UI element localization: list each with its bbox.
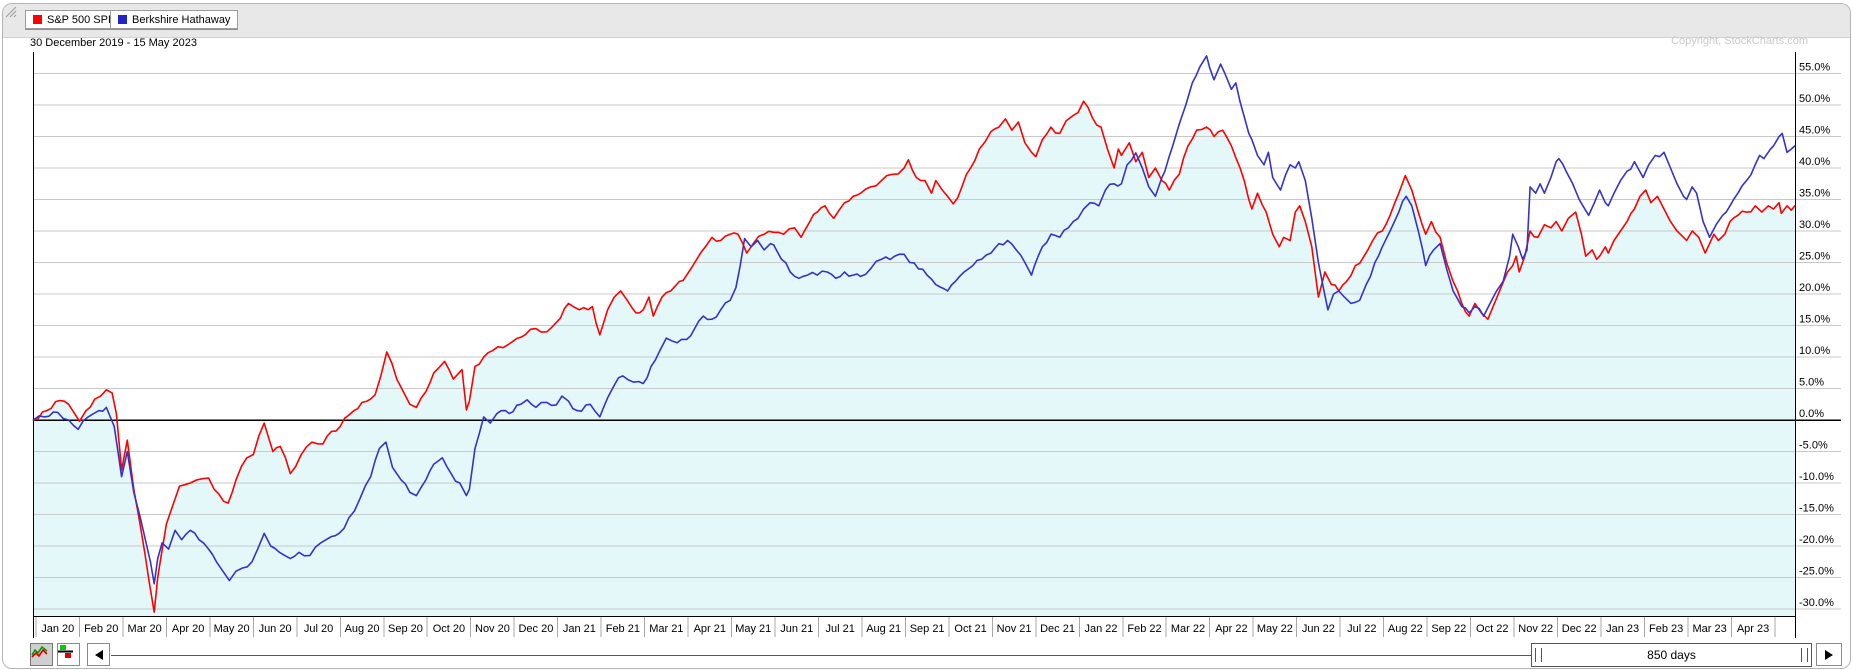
line-chart-mode-icon [31,645,48,658]
x-axis-label: Dec 20 [518,623,553,635]
y-axis-label: -25.0% [1799,566,1834,578]
x-axis-label: Jun 20 [259,623,292,635]
x-axis-label: Feb 23 [1649,623,1683,635]
range-slider-track[interactable] [111,655,1531,656]
area-fill-under-sp500 [33,101,1795,616]
x-axis-label: Sep 22 [1431,623,1466,635]
x-axis-label: Apr 22 [1215,623,1247,635]
legend-item-sp500[interactable]: S&P 500 SPDRs [25,10,138,29]
x-axis-label: Aug 21 [866,623,901,635]
line-chart-mode-button[interactable] [30,643,53,666]
y-axis-label: -5.0% [1799,440,1828,452]
x-axis-label: Jun 21 [780,623,813,635]
left-arrow-icon [94,649,103,660]
x-axis-label: Mar 22 [1171,623,1205,635]
range-slider[interactable]: 850 days [1531,643,1812,667]
x-axis-label: Oct 21 [954,623,986,635]
x-axis-label: Sep 20 [388,623,423,635]
range-slider-left-handle[interactable] [1535,648,1542,662]
scroll-left-button[interactable] [87,643,110,666]
header-band: S&P 500 SPDRs Berkshire Hathaway [3,4,1850,38]
x-axis-label: Jan 23 [1606,623,1639,635]
resize-grip[interactable] [3,4,17,18]
x-axis-label: Feb 22 [1127,623,1161,635]
y-axis-label: 45.0% [1799,125,1830,137]
x-axis-label: May 20 [214,623,250,635]
x-axis-label: Jun 22 [1302,623,1335,635]
y-axis-label: -20.0% [1799,534,1834,546]
x-axis-label: Dec 22 [1562,623,1597,635]
x-axis-label: May 22 [1257,623,1293,635]
y-axis-label: 55.0% [1799,62,1830,74]
x-axis-label: Mar 23 [1692,623,1726,635]
y-axis-label: 5.0% [1799,377,1824,389]
y-axis-label: 35.0% [1799,188,1830,200]
y-axis-label: 40.0% [1799,156,1830,168]
x-axis-label: Apr 21 [694,623,726,635]
x-axis-label: Feb 20 [84,623,118,635]
copyright-label: Copyright, StockCharts.com [1671,35,1808,47]
x-axis-label: Jan 21 [563,623,596,635]
x-axis-label: Apr 23 [1737,623,1769,635]
legend-label-sp500: S&P 500 SPDRs [47,13,130,26]
x-axis-label: Nov 21 [997,623,1032,635]
x-axis-label: Dec 21 [1040,623,1075,635]
series-line-berkshire[interactable] [32,55,1796,585]
y-axis-label: 30.0% [1799,219,1830,231]
chart-frame: S&P 500 SPDRs Berkshire Hathaway 30 Dece… [2,3,1851,669]
x-axis-label: Feb 21 [606,623,640,635]
series-line-sp500[interactable] [32,100,1796,613]
perf-chart-svg[interactable]: Jan 20 Feb 20 Mar 20 Apr 20 May 20 Jun 20 Jul … [3,4,1851,669]
right-arrow-icon [1825,649,1833,660]
x-axis-label: Jan 22 [1084,623,1117,635]
legend-item-berkshire[interactable]: Berkshire Hathaway [110,10,239,29]
x-axis-label: Oct 20 [433,623,465,635]
x-axis-label: Mar 21 [649,623,683,635]
y-axis-label: -10.0% [1799,471,1834,483]
y-axis-label: 0.0% [1799,408,1824,420]
x-axis-label: Jan 20 [41,623,74,635]
histogram-mode-button[interactable] [57,643,80,666]
x-axis-label: May 21 [735,623,771,635]
y-axis-label: 10.0% [1799,345,1830,357]
range-slider-label: 850 days [1647,648,1696,662]
legend-label-berkshire: Berkshire Hathaway [132,13,231,26]
y-axis-label: 50.0% [1799,93,1830,105]
x-axis-label: Nov 22 [1518,623,1553,635]
x-axis-label: Sep 21 [910,623,945,635]
x-axis-label: Apr 20 [172,623,204,635]
x-axis-label: Aug 22 [1388,623,1423,635]
y-axis-label: -15.0% [1799,503,1834,515]
scroll-right-button[interactable] [1816,643,1842,666]
x-axis-label: Jul 21 [826,623,855,635]
histogram-mode-icon [58,645,73,658]
x-axis-label: Jul 22 [1347,623,1376,635]
sp500-color-swatch [33,15,42,24]
range-slider-right-handle[interactable] [1801,648,1808,662]
x-axis-label: Jul 20 [304,623,333,635]
x-axis-label: Nov 20 [475,623,510,635]
y-axis-label: 20.0% [1799,282,1830,294]
x-axis-label: Aug 20 [345,623,380,635]
berkshire-color-swatch [118,15,127,24]
y-axis-label: 15.0% [1799,314,1830,326]
y-axis-label: 25.0% [1799,251,1830,263]
x-axis-label: Mar 20 [128,623,162,635]
y-axis-label: -30.0% [1799,597,1834,609]
date-range-label: 30 December 2019 - 15 May 2023 [30,37,197,49]
x-axis-label: Oct 22 [1476,623,1508,635]
